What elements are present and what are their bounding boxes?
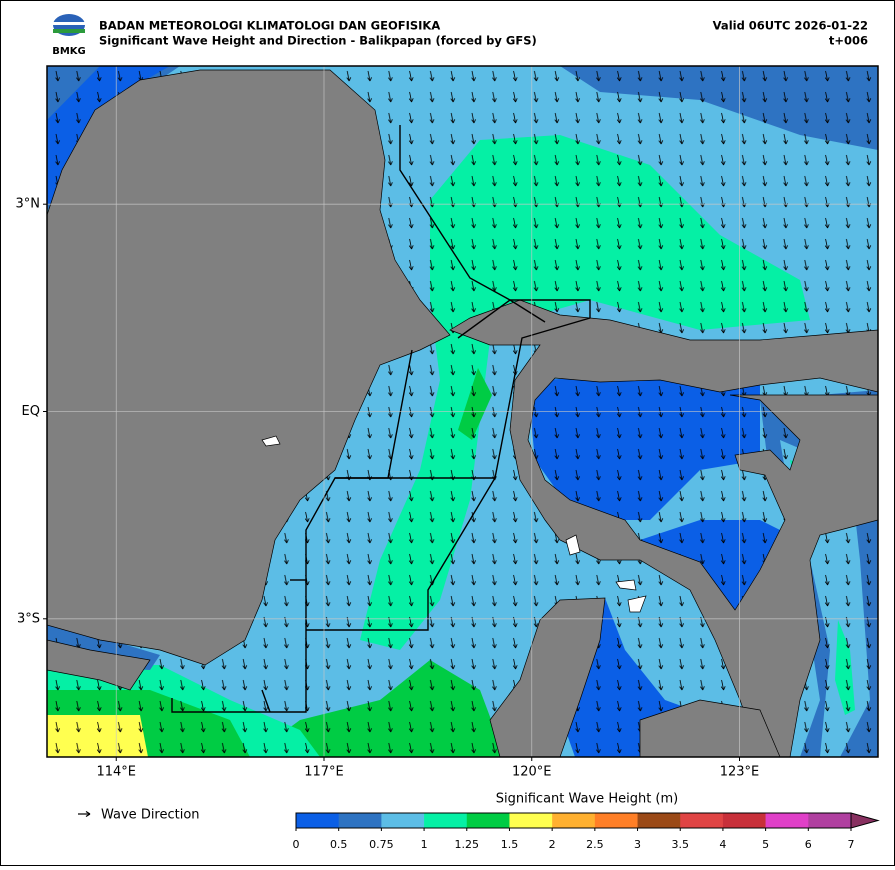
island: [565, 534, 581, 556]
x-tick-label: 117°E: [304, 765, 344, 780]
area-boundary: [261, 689, 271, 713]
map-title: Significant Wave Height and Direction - …: [99, 34, 537, 48]
colorbar-tick-label: 1.25: [455, 838, 480, 851]
colorbar-segment: [680, 813, 724, 828]
island: [261, 435, 281, 447]
logo-text: BMKG: [52, 46, 86, 57]
colorbar-frame: [295, 812, 852, 829]
colorbar-segment: [466, 813, 510, 828]
island: [615, 579, 637, 591]
colorbar-tick-label: 0.5: [330, 838, 348, 851]
axes: 114°E 117°E 120°E 123°E 3°N EQ 3°S: [16, 197, 760, 780]
colorbar-tick-label: 3: [634, 838, 641, 851]
colorbar-tick-label: 0: [293, 838, 300, 851]
colorbar-tick-label: 2.5: [586, 838, 604, 851]
colorbar-tick-label: 4: [719, 838, 726, 851]
x-tick-label: 120°E: [512, 765, 552, 780]
map: [47, 66, 878, 757]
y-tick-label: 3°N: [16, 197, 41, 212]
valid-time: Valid 06UTC 2026-01-22: [713, 19, 868, 33]
legend-arrow-head: [85, 810, 91, 818]
colorbar-segment: [637, 813, 681, 828]
y-tick-label: EQ: [22, 404, 40, 419]
legend-label: Wave Direction: [101, 808, 200, 823]
colorbar-title: Significant Wave Height (m): [496, 792, 678, 807]
colorbar-tick-label: 2: [549, 838, 556, 851]
area-boundary: [306, 299, 591, 631]
land-sulawesi-se: [489, 597, 606, 757]
colorbar-segment: [808, 813, 852, 828]
colorbar-segment: [338, 813, 382, 828]
forecast-step: t+006: [829, 34, 868, 48]
land-islands: [639, 699, 781, 757]
colorbar-segment: [509, 813, 553, 828]
colorbar-tick-label: 7: [848, 838, 855, 851]
colorbar-tick-label: 0.75: [369, 838, 394, 851]
colorbar-tick-label: 3.5: [671, 838, 689, 851]
x-tick-label: 114°E: [96, 765, 136, 780]
y-tick-label: 3°S: [17, 611, 40, 626]
colorbar-tick-label: 6: [805, 838, 812, 851]
colorbar-segment: [424, 813, 468, 828]
island: [627, 595, 647, 613]
colorbar-tick-label: 1: [421, 838, 428, 851]
colorbar-tick-label: 5: [762, 838, 769, 851]
area-boundary: [399, 125, 546, 323]
colorbar-segment: [594, 813, 638, 828]
logo: BMKG: [52, 14, 86, 57]
land-java-sea: [47, 639, 151, 691]
land-borneo: [47, 69, 451, 666]
colorbar-segment: [381, 813, 425, 828]
x-tick-label: 123°E: [720, 765, 760, 780]
colorbar-segment: [722, 813, 766, 828]
colorbar: 0 0.5 0.75 1 1.25 1.5 2 2.5 3 3.5 4 5 6 7: [293, 812, 880, 851]
colorbar-tick-label: 1.5: [501, 838, 519, 851]
org-name: BADAN METEOROLOGI KLIMATOLOGI DAN GEOFIS…: [99, 19, 440, 33]
colorbar-segment: [765, 813, 809, 828]
land-sulawesi: [449, 299, 878, 757]
grid: [47, 66, 878, 757]
colorbar-segment: [552, 813, 596, 828]
colorbar-segment: [296, 813, 339, 828]
